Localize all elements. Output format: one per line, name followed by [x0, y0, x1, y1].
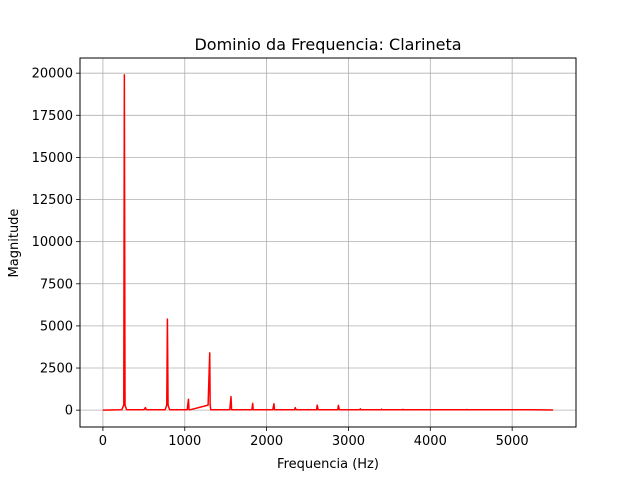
y-tick-label: 5000 [40, 319, 73, 334]
y-tick-label: 20000 [32, 67, 73, 82]
plot-area [80, 58, 576, 427]
y-axis-label: Magnitude [7, 209, 22, 278]
y-tick-label: 10000 [32, 235, 73, 250]
x-tick-label: 1000 [168, 434, 201, 449]
grid-lines [80, 58, 576, 427]
x-tick-label: 0 [99, 434, 107, 449]
y-tick-label: 7500 [40, 277, 73, 292]
x-tick-label: 5000 [496, 434, 529, 449]
chart-title: Dominio da Frequencia: Clarineta [194, 35, 461, 54]
series-line [102, 74, 554, 411]
x-tick-label: 3000 [332, 434, 365, 449]
x-axis-label: Frequencia (Hz) [277, 457, 379, 472]
y-tick-label: 17500 [32, 109, 73, 124]
y-tick-label: 0 [65, 404, 73, 419]
plot-frame [79, 57, 577, 428]
x-tick-label: 4000 [414, 434, 447, 449]
y-tick-label: 15000 [32, 151, 73, 166]
y-tick-label: 2500 [40, 362, 73, 377]
axis-ticks: 0 1000 2000 3000 4000 5000 0 2500 5000 7500 10000 1… [32, 67, 529, 449]
data-layer [102, 74, 554, 411]
x-tick-label: 2000 [250, 434, 283, 449]
y-tick-label: 12500 [32, 193, 73, 208]
